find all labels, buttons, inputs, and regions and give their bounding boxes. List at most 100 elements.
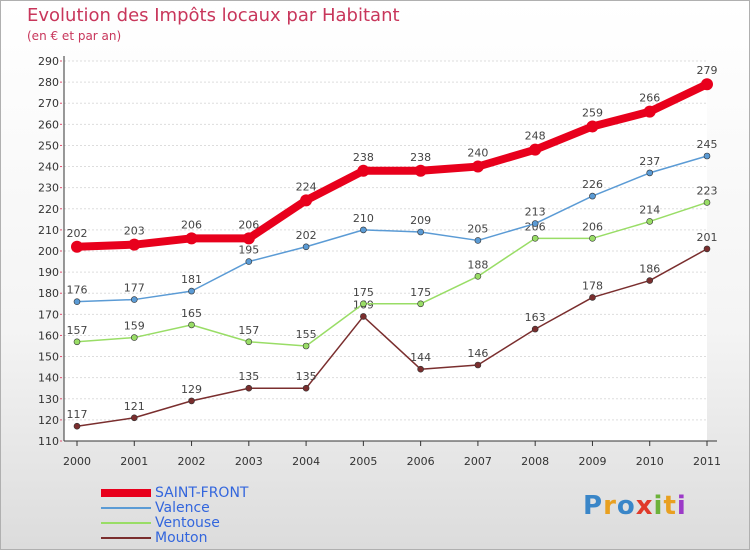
data-label: 157 bbox=[67, 324, 88, 337]
y-tick-label: 250 bbox=[38, 139, 59, 152]
data-label: 129 bbox=[181, 383, 202, 396]
series-point bbox=[703, 245, 711, 253]
y-tick-label: 270 bbox=[38, 97, 59, 110]
series-line bbox=[76, 248, 708, 427]
data-label: 165 bbox=[181, 307, 202, 320]
x-tick-label: 2010 bbox=[636, 455, 664, 468]
series-point bbox=[302, 384, 310, 392]
series-point bbox=[188, 321, 195, 329]
series-point bbox=[245, 384, 253, 392]
data-label: 248 bbox=[525, 130, 546, 143]
y-tick-label: 110 bbox=[38, 435, 59, 448]
line-chart: 110 120 130 140 150 160 170 180 190 200 210 220 230 2… bbox=[38, 55, 721, 468]
logo-letter: t bbox=[663, 491, 677, 521]
x-tick-label: 2000 bbox=[63, 455, 91, 468]
y-tick-label: 230 bbox=[38, 182, 59, 195]
y-tick-label: 190 bbox=[38, 266, 59, 279]
data-label: 223 bbox=[697, 184, 718, 197]
series-point bbox=[474, 273, 482, 280]
data-label: 186 bbox=[639, 263, 660, 276]
data-label: 195 bbox=[238, 244, 259, 257]
data-label: 238 bbox=[353, 151, 374, 164]
series-point bbox=[242, 232, 255, 245]
data-label: 188 bbox=[467, 258, 488, 271]
series-point bbox=[471, 160, 484, 173]
series-point bbox=[130, 414, 138, 422]
series-point bbox=[417, 228, 424, 236]
logo-letter: o bbox=[616, 491, 636, 521]
y-tick-label: 160 bbox=[38, 329, 59, 342]
data-label: 210 bbox=[353, 212, 374, 225]
data-label: 177 bbox=[124, 282, 145, 295]
x-tick-label: 2011 bbox=[693, 455, 721, 468]
series-point bbox=[531, 325, 539, 333]
series-point bbox=[643, 105, 656, 118]
data-label: 178 bbox=[582, 279, 603, 292]
data-label: 237 bbox=[639, 155, 660, 168]
x-tick-label: 2007 bbox=[464, 455, 492, 468]
data-label: 202 bbox=[296, 229, 317, 242]
series-point bbox=[586, 120, 599, 133]
series-point bbox=[589, 294, 596, 301]
data-label: 135 bbox=[238, 370, 259, 383]
data-label: 135 bbox=[296, 370, 317, 383]
logo-letter: i bbox=[676, 491, 687, 521]
y-tick-label: 180 bbox=[38, 287, 59, 300]
data-label: 117 bbox=[67, 408, 88, 421]
series-point bbox=[703, 199, 711, 206]
data-label: 226 bbox=[582, 178, 603, 191]
series-point bbox=[646, 277, 654, 284]
legend-label: Valence bbox=[155, 500, 210, 516]
y-tick-label: 120 bbox=[38, 414, 59, 427]
x-tick-label: 2003 bbox=[235, 455, 263, 468]
series-point bbox=[646, 218, 654, 225]
y-tick-label: 130 bbox=[38, 393, 59, 406]
series-point bbox=[188, 287, 195, 295]
data-label: 206 bbox=[582, 220, 603, 233]
x-tick-label: 2009 bbox=[578, 455, 606, 468]
legend-swatch bbox=[101, 537, 151, 539]
y-tick-label: 150 bbox=[38, 351, 59, 364]
series-point bbox=[73, 422, 81, 430]
logo-letter: P bbox=[583, 491, 604, 521]
series-point bbox=[185, 232, 198, 245]
series-point bbox=[73, 298, 81, 305]
chart-subtitle: (en € et par an) bbox=[27, 29, 122, 43]
series-point bbox=[302, 243, 310, 251]
data-label: 201 bbox=[697, 231, 718, 244]
series-point bbox=[188, 397, 195, 405]
data-label: 238 bbox=[410, 151, 431, 164]
data-label: 159 bbox=[124, 320, 145, 333]
series-point bbox=[300, 194, 313, 207]
data-label: 266 bbox=[639, 92, 660, 105]
series-point bbox=[245, 258, 253, 265]
data-label: 206 bbox=[238, 218, 259, 231]
y-tick-label: 200 bbox=[38, 245, 59, 258]
chart-title: Evolution des Impôts locaux par Habitant bbox=[27, 5, 400, 26]
data-label: 175 bbox=[353, 286, 374, 299]
series-line bbox=[73, 80, 711, 251]
data-label: 202 bbox=[67, 227, 88, 240]
logo-letter: r bbox=[603, 491, 617, 521]
proxiti-logo: Proxiti bbox=[583, 491, 687, 521]
data-label: 121 bbox=[124, 400, 145, 413]
legend-label: Mouton bbox=[155, 530, 208, 546]
series-point bbox=[701, 78, 713, 91]
data-label: 203 bbox=[124, 225, 145, 238]
y-tick-label: 290 bbox=[38, 55, 59, 68]
data-label: 214 bbox=[639, 203, 660, 216]
series-line bbox=[76, 201, 708, 347]
data-label: 224 bbox=[296, 180, 317, 193]
data-label: 209 bbox=[410, 214, 431, 227]
series-point bbox=[417, 300, 424, 308]
data-label: 259 bbox=[582, 106, 603, 119]
y-tick-label: 280 bbox=[38, 76, 59, 89]
series-point bbox=[360, 300, 367, 308]
legend-swatch bbox=[101, 522, 151, 524]
series-point bbox=[589, 192, 596, 200]
series-point bbox=[531, 235, 539, 242]
x-tick-label: 2008 bbox=[521, 455, 549, 468]
data-label: 176 bbox=[67, 284, 88, 297]
series-point bbox=[474, 237, 482, 244]
